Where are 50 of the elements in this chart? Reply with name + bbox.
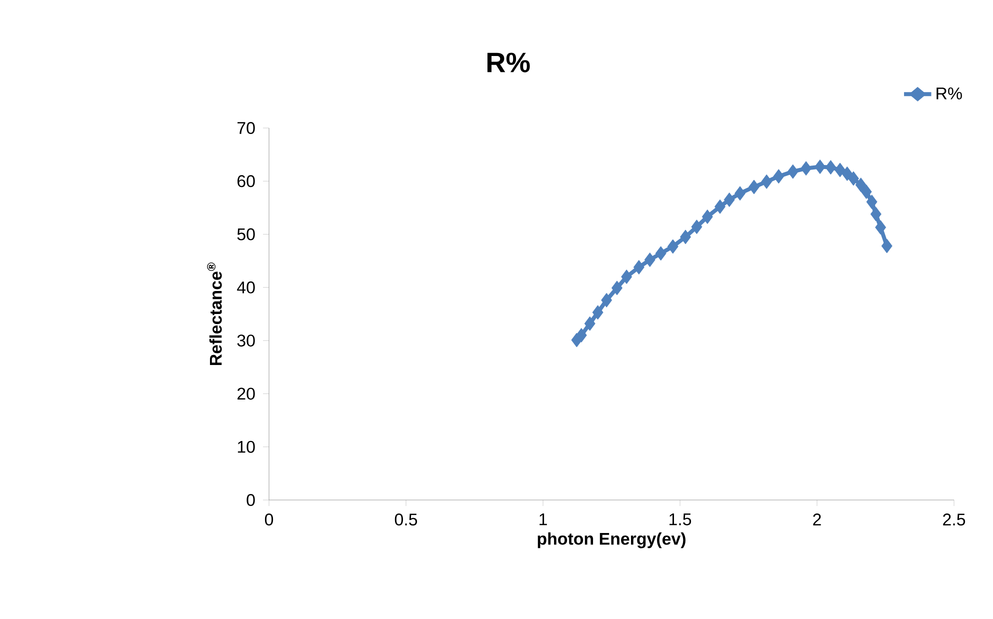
point [633,260,644,274]
x-tick-label: 0.5 [394,514,418,526]
y-tick-label: 50 [237,228,255,240]
point [870,206,882,222]
point [773,169,784,184]
point [842,166,853,181]
y-tick-label: 0 [246,494,255,506]
point [825,160,836,175]
y-tick-label: 10 [238,440,255,453]
point [734,186,746,201]
point [860,184,872,200]
point [834,162,846,178]
point [881,238,892,254]
point [748,180,760,194]
point [800,161,812,176]
point [787,164,798,179]
point [584,316,596,331]
x-tick-label: 1 [540,514,547,526]
legend-label: R% [936,88,962,100]
point [667,239,678,254]
y-tick-label: 20 [238,388,255,400]
x-tick-label: 1.5 [670,514,692,526]
point [855,178,866,192]
point [611,280,622,296]
point [576,328,587,343]
point [691,220,702,234]
y-tick-label: 30 [237,334,255,347]
y-tick-label: 60 [238,175,255,188]
y-tick-label: 70 [238,122,255,134]
point [601,292,612,308]
point [680,230,691,244]
x-tick-label: 2.5 [943,514,966,526]
y-tick-label: 40 [237,281,255,294]
point [644,252,656,268]
point [702,209,713,224]
x-tick-label: 2 [813,514,821,526]
point [655,246,666,261]
point [761,174,772,189]
point [875,220,886,235]
y-axis-title: Reflectance$^{®}$ [207,262,222,366]
x-tick-label: 0 [264,514,274,526]
chart-title: R% [487,52,530,72]
point [714,199,726,214]
point [724,192,735,207]
point [621,270,632,284]
point [848,171,859,186]
point [592,305,604,320]
x-axis-title: photon Energy(ev) [538,532,686,548]
point [866,194,878,210]
point [814,160,826,174]
